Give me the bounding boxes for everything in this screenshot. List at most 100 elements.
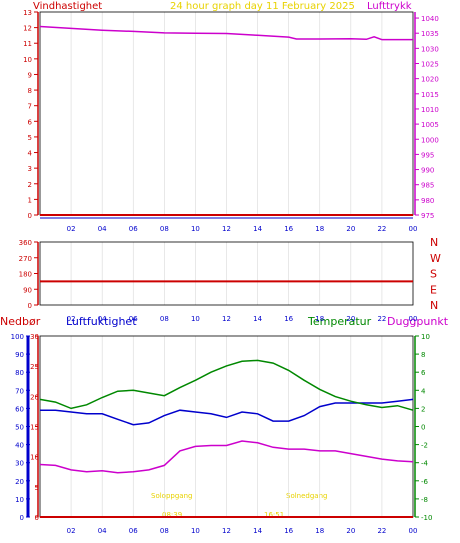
humidity-tick-label: 70 [15, 387, 24, 395]
humidity-line [40, 398, 414, 426]
temperature-tick-label: -2 [421, 442, 428, 450]
temperature-tick-label: 0 [421, 424, 425, 432]
x-tick-label: 06 [129, 527, 138, 535]
pressure-tick-label: 985 [421, 182, 434, 190]
direction-tick-label: 0 [28, 302, 32, 310]
x-tick-label: 14 [253, 315, 262, 323]
x-tick-label: 20 [346, 315, 355, 323]
x-tick-label: 08 [160, 225, 169, 233]
humidity-tick-label: 20 [15, 478, 24, 486]
temperature-tick-label: 6 [421, 369, 426, 377]
compass-label: S [430, 268, 437, 281]
x-tick-label: 16 [284, 527, 293, 535]
x-tick-label: 16 [284, 315, 293, 323]
temperature-tick-label: 8 [421, 351, 425, 359]
sunrise-time: 08:39 [162, 511, 182, 519]
chart-layer: 02 04 06 08 10 12 14 16 18 20 22 000123456789101112… [11, 9, 441, 535]
x-tick-label: 22 [377, 527, 386, 535]
plot-frame-2 [39, 241, 414, 306]
temperature-label: Temperatur [307, 315, 372, 328]
x-tick-label: 04 [98, 527, 107, 535]
compass-label: N [430, 299, 438, 312]
x-tick-label: 06 [129, 225, 138, 233]
dewpoint-label: Duggpunkt [387, 315, 449, 328]
x-tick-label: 10 [191, 315, 200, 323]
temperature-tick-label: 2 [421, 405, 425, 413]
x-tick-label: 14 [253, 225, 262, 233]
humidity-tick-label: 50 [15, 424, 24, 432]
temperature-tick-label: -10 [421, 514, 432, 522]
humidity-tick-label: 80 [15, 369, 24, 377]
x-tick-label: 20 [346, 527, 355, 535]
wind-tick-label: 8 [28, 87, 32, 95]
pressure-tick-label: 1020 [421, 76, 439, 84]
temperature-line [39, 359, 414, 411]
x-tick-label: 12 [222, 315, 231, 323]
x-tick-label: 02 [67, 225, 76, 233]
wind-tick-label: 13 [23, 9, 32, 17]
humidity-tick-label: 90 [15, 351, 24, 359]
humidity-tick-label: 100 [11, 333, 24, 341]
pressure-tick-label: 1025 [421, 61, 439, 69]
x-tick-label: 08 [160, 527, 169, 535]
x-tick-label: 18 [315, 527, 324, 535]
wind-tick-label: 7 [28, 103, 32, 111]
wind-tick-label: 9 [28, 71, 32, 79]
pressure-line [39, 25, 413, 41]
rain-tick-label: 0 [35, 514, 39, 522]
direction-tick-label: 90 [23, 286, 32, 294]
wind-tick-label: 2 [28, 181, 32, 189]
temperature-tick-label: -6 [421, 478, 429, 486]
wind-tick-label: 1 [28, 196, 32, 204]
compass-label: E [430, 283, 437, 296]
humidity-label: Luftfuktighet [66, 315, 137, 328]
pressure-tick-label: 1040 [421, 15, 439, 23]
x-tick-label: 12 [222, 225, 231, 233]
rain-tick-label: 25 [30, 363, 39, 371]
wind-tick-label: 4 [28, 150, 33, 158]
pressure-tick-label: 990 [421, 167, 434, 175]
rain-tick-label: 15 [30, 424, 39, 432]
graph-title: 24 hour graph day 11 February 2025 [170, 1, 355, 12]
grid-3 [70, 336, 383, 517]
wind-tick-label: 5 [28, 134, 32, 142]
sunset-time: 16:51 [264, 511, 284, 519]
wind-tick-label: 3 [28, 165, 32, 173]
pressure-tick-label: 1015 [421, 91, 439, 99]
direction-tick-label: 270 [19, 255, 32, 263]
x-tick-label: 22 [377, 225, 386, 233]
rain-tick-label: 5 [35, 484, 39, 492]
direction-tick-label: 180 [19, 271, 32, 279]
sunrise-label: Soloppgang [151, 492, 192, 500]
x-tick-label: 00 [409, 527, 418, 535]
direction-tick-label: 360 [19, 239, 32, 247]
x-tick-label: 04 [98, 225, 107, 233]
x-tick-label: 08 [160, 315, 169, 323]
x-tick-label: 18 [315, 315, 324, 323]
pressure-tick-label: 1030 [421, 45, 439, 53]
temperature-tick-label: -4 [421, 460, 429, 468]
rain-tick-label: 30 [30, 333, 39, 341]
compass-label: N [430, 236, 438, 249]
compass-label: W [430, 252, 441, 265]
x-tick-label: 00 [409, 315, 418, 323]
rain-tick-label: 10 [30, 454, 39, 462]
pressure-tick-label: 1010 [421, 106, 439, 114]
wind-tick-label: 0 [28, 212, 32, 220]
temperature-tick-label: -8 [421, 496, 428, 504]
dewpoint-line [39, 440, 414, 474]
wind-tick-label: 6 [28, 118, 33, 126]
pressure-tick-label: 980 [421, 197, 434, 205]
pressure-tick-label: 1000 [421, 136, 439, 144]
humidity-tick-label: 30 [15, 460, 24, 468]
x-tick-label: 10 [191, 527, 200, 535]
grid-1 [70, 12, 383, 215]
pressure-tick-label: 1035 [421, 30, 439, 38]
humidity-tick-label: 40 [15, 442, 24, 450]
temperature-tick-label: 10 [421, 333, 430, 341]
pressure-label: Lufttrykk [367, 1, 412, 12]
humidity-tick-label: 10 [15, 496, 24, 504]
x-tick-label: 14 [253, 527, 262, 535]
